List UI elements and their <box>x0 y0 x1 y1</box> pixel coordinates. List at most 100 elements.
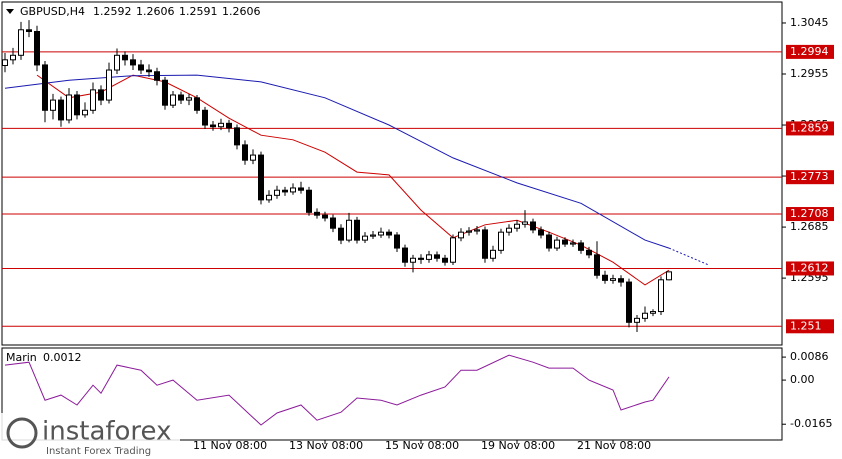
candle-body <box>26 29 32 32</box>
candle-body <box>290 187 296 193</box>
candle-body <box>546 234 552 249</box>
candle-body <box>314 211 320 216</box>
y-tick-label: 1.2955 <box>790 67 829 80</box>
y-tick-label: 1.2685 <box>790 220 829 233</box>
candle-body <box>658 279 664 313</box>
candle-body <box>170 94 176 106</box>
level-label: 1.251 <box>790 319 822 332</box>
candle-body <box>42 64 48 111</box>
candle-body <box>530 221 536 231</box>
candle-body <box>410 257 416 263</box>
candle-body <box>338 227 344 241</box>
logo-name: instaforex <box>42 417 171 447</box>
candle-body <box>114 54 120 71</box>
candle-body <box>602 274 608 281</box>
candle-body <box>178 94 184 101</box>
indicator-y-tick-label: 0.00 <box>790 373 815 386</box>
candle-body <box>138 64 144 71</box>
candle-body <box>58 99 64 121</box>
level-label: 1.2773 <box>790 170 829 183</box>
candle-body <box>666 271 672 281</box>
x-tick-label: 19 Nov 08:00 <box>481 439 555 452</box>
candle-body <box>2 59 8 66</box>
candle-body <box>498 231 504 251</box>
candle-body <box>90 89 96 111</box>
candle-body <box>146 69 152 73</box>
candle-body <box>346 219 352 241</box>
level-label: 1.2708 <box>790 207 829 220</box>
moving-average <box>4 74 670 249</box>
candle-body <box>570 242 576 245</box>
ohlc-close: 1.2606 <box>222 5 261 18</box>
ohlc-high: 1.2606 <box>136 5 175 18</box>
level-label-box <box>786 319 834 334</box>
level-label-box <box>786 207 834 222</box>
candle-body <box>234 127 240 146</box>
candle-body <box>154 71 160 81</box>
candle-body <box>226 122 232 129</box>
candle-body <box>250 154 256 161</box>
logo-icon <box>6 417 38 449</box>
candle-body <box>474 229 480 232</box>
candle-body <box>506 227 512 233</box>
candle-body <box>202 109 208 126</box>
candle-body <box>210 124 216 128</box>
candle-body <box>98 89 104 101</box>
candle-body <box>74 94 80 116</box>
candle-body <box>298 187 304 191</box>
candle-body <box>122 54 128 61</box>
candle-body <box>82 109 88 116</box>
candle-body <box>186 97 192 101</box>
candle-body <box>650 311 656 314</box>
candle-body <box>18 29 24 56</box>
candle-body <box>218 122 224 128</box>
indicator-line <box>4 354 670 426</box>
candle-body <box>194 97 200 111</box>
candle-body <box>466 230 472 233</box>
candle-body <box>514 223 520 229</box>
candle-body <box>626 281 632 323</box>
x-tick-label: 13 Nov 08:00 <box>289 439 363 452</box>
chart-title: GBPUSD,H4 <box>20 5 85 18</box>
level-label: 1.2994 <box>790 45 829 58</box>
x-tick-label: 11 Nov 08:00 <box>193 439 267 452</box>
candle-body <box>642 312 648 319</box>
candle-body <box>330 217 336 229</box>
candle-body <box>418 257 424 260</box>
indicator-pane <box>1 347 783 441</box>
candle-body <box>618 278 624 283</box>
moving-average <box>36 74 670 286</box>
level-label-box <box>786 121 834 136</box>
menu-triangle[interactable] <box>6 9 14 14</box>
candle-body <box>442 257 448 263</box>
logo-tagline: Instant Forex Trading <box>46 446 151 457</box>
y-tick-label: 1.3045 <box>790 16 829 29</box>
indicator-title: Marin <box>6 351 37 364</box>
ohlc-low: 1.2591 <box>179 5 218 18</box>
candle-body <box>594 254 600 276</box>
candle-body <box>386 231 392 236</box>
candle-body <box>538 229 544 236</box>
x-tick-label: 15 Nov 08:00 <box>385 439 459 452</box>
level-label: 1.2612 <box>790 261 829 274</box>
candle-body <box>370 234 376 237</box>
candle-body <box>34 30 40 66</box>
candle-body <box>394 234 400 249</box>
candle-body <box>258 154 264 201</box>
level-label-box <box>786 261 834 276</box>
candle-body <box>10 54 16 61</box>
level-label-box <box>786 44 834 59</box>
candle-body <box>610 278 616 281</box>
indicator-value: 0.0012 <box>43 351 82 364</box>
candle-body <box>634 317 640 323</box>
candle-body <box>162 79 168 106</box>
candle-body <box>274 189 280 196</box>
level-label-box <box>786 170 834 185</box>
indicator-y-tick-label: 0.0086 <box>790 350 829 363</box>
candle-body <box>266 194 272 201</box>
candle-body <box>482 229 488 259</box>
candle-body <box>434 254 440 259</box>
candle-body <box>490 249 496 259</box>
